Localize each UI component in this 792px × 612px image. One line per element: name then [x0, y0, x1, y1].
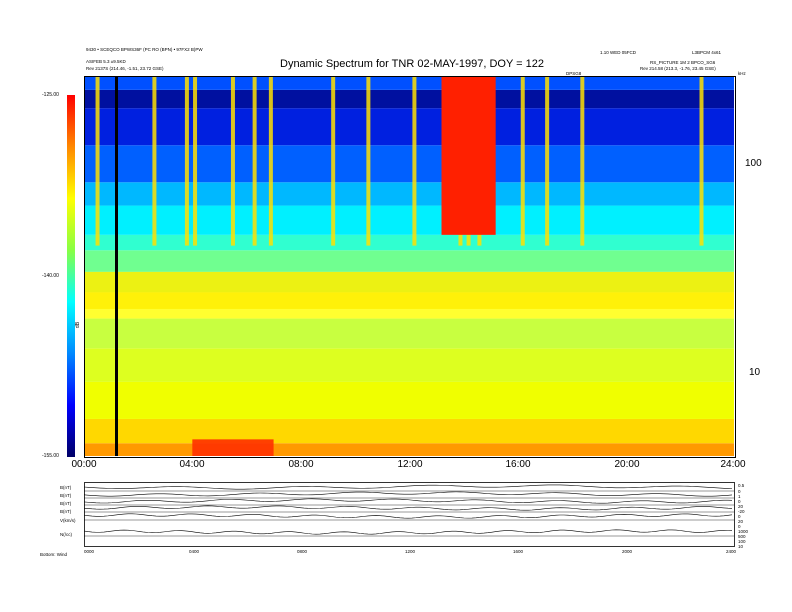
x-tick-0: 00:00	[71, 459, 97, 470]
colorbar-tick-bottom: -155.00	[42, 453, 59, 459]
type-iii-burst	[230, 76, 235, 246]
spectrum-band	[84, 89, 734, 109]
bottom-x-tick-2: 0800	[297, 549, 308, 554]
header-right-line4: Rev 214.58 (213.3, -1.76, 23.45 GSE)	[640, 66, 716, 71]
x-tick-6: 24:00	[720, 459, 746, 470]
type-iii-burst	[520, 76, 525, 246]
header-mid-label: DPSG8	[566, 71, 582, 76]
spectrum-band	[84, 205, 734, 235]
bottom-y-tick-9: 1000	[738, 529, 749, 534]
bottom-x-tick-6: 2400	[726, 549, 737, 554]
bottom-y-tick-5: -20	[738, 509, 745, 514]
type-iii-burst	[366, 76, 371, 246]
bottom-y-tick-6: 0	[738, 514, 741, 519]
panel-trace	[84, 498, 733, 504]
bottom-y-tick-8: 0	[738, 524, 741, 529]
panel-label-2: B(nT)	[60, 501, 72, 506]
type-iii-burst	[331, 76, 336, 246]
bottom-y-tick-11: 100	[738, 539, 746, 544]
spectrum-band	[84, 234, 734, 251]
type-iii-burst	[268, 76, 273, 246]
spectrum-band	[84, 418, 734, 444]
colorbar-label: dB	[75, 321, 82, 329]
panel-label-5: N(/cc)	[60, 532, 72, 537]
colorbar-tick-top: -125.00	[42, 92, 59, 98]
spectrum-band	[84, 250, 734, 272]
x-tick-3: 12:00	[397, 459, 423, 470]
bottom-panels-frame	[84, 482, 735, 547]
bottom-y-tick-10: 500	[738, 534, 746, 539]
colorbar	[67, 95, 75, 457]
spectrum-band	[84, 381, 734, 419]
header-right-line3: RS_PICTURE 1M 2 BPCO_SG6	[650, 60, 716, 65]
bottom-x-tick-5: 2000	[622, 549, 633, 554]
x-tick-4: 16:00	[505, 459, 531, 470]
spectrum-band	[84, 108, 734, 146]
panel-label-1: B(nT)	[60, 493, 72, 498]
type-iii-burst	[580, 76, 585, 246]
bottom-x-tick-3: 1200	[405, 549, 416, 554]
bottom-x-tick-4: 1600	[513, 549, 524, 554]
spectrogram	[84, 76, 734, 456]
bottom-x-tick-1: 0400	[189, 549, 200, 554]
bottom-y-tick-0: 0.5	[738, 483, 745, 488]
type-iii-burst	[152, 76, 157, 246]
data-gap	[115, 76, 118, 456]
spectrum-band	[84, 76, 734, 90]
bottom-y-tick-2: 1	[738, 494, 741, 499]
footer-label: Bottom: Wind	[40, 552, 68, 557]
type-iii-burst	[699, 76, 704, 246]
x-tick-1: 04:00	[179, 459, 205, 470]
type-iii-burst	[193, 76, 198, 246]
spectrum-band	[84, 182, 734, 206]
panel-label-3: B(nT)	[60, 509, 72, 514]
type-iii-burst	[95, 76, 100, 246]
spectrum-band	[84, 443, 734, 456]
type-iii-burst	[184, 76, 189, 246]
x-tick-2: 08:00	[288, 459, 314, 470]
strong-burst	[441, 76, 496, 235]
panel-trace	[84, 513, 733, 519]
bottom-y-tick-12: 10	[738, 544, 744, 549]
chart-title: Dynamic Spectrum for TNR 02-MAY-1997, DO…	[280, 58, 545, 70]
header-corner-label: kHz	[738, 71, 746, 76]
panel-label-4: V(km/s)	[60, 518, 76, 523]
low-freq-noise	[192, 439, 274, 456]
plasma-line	[84, 271, 734, 309]
spectrum-band	[84, 348, 734, 382]
header-left-line2: ASIFEB 5.3 ±9.5KD	[86, 59, 126, 64]
panel-trace	[84, 529, 733, 535]
bottom-y-tick-4: 20	[738, 504, 744, 509]
panel-trace	[84, 505, 733, 511]
panel-label-0: B(nT)	[60, 485, 72, 490]
panel-trace	[84, 491, 733, 497]
bottom-y-tick-7: 20	[738, 519, 744, 524]
header-left-line3: Rev 2137S (214.46, -1.51, 23.72 GSE)	[86, 66, 164, 71]
y-tick-10: 10	[749, 367, 761, 378]
colorbar-tick-mid: -140.00	[42, 273, 59, 279]
header-left-line1: 9430 • SCEQCO BPWS36F (PC RO (BPN) • 97F…	[86, 47, 203, 52]
x-tick-5: 20:00	[614, 459, 640, 470]
bottom-panels	[84, 482, 735, 547]
bottom-x-tick-0: 0000	[84, 549, 95, 554]
panel-trace	[84, 484, 733, 490]
spectrum-band	[84, 145, 734, 183]
spectrum-band	[84, 318, 734, 349]
type-iii-burst	[545, 76, 550, 246]
header-right-line2: L3BPCM 4x61	[692, 50, 722, 55]
type-iii-burst	[412, 76, 417, 246]
bottom-y-tick-3: 0	[738, 499, 741, 504]
y-tick-100: 100	[745, 158, 762, 169]
type-iii-burst	[252, 76, 257, 246]
bottom-y-tick-1: 0	[738, 489, 741, 494]
header-right-line1: 1.10 WED 05FCD	[600, 50, 637, 55]
